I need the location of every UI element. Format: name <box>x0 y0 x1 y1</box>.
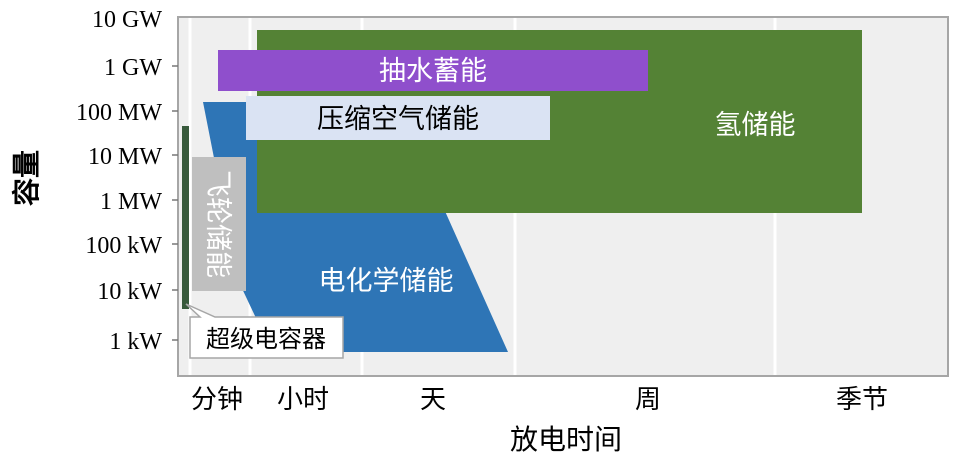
x-tick-label: 周 <box>635 385 661 415</box>
y-tick-label: 10 MW <box>88 144 162 170</box>
flywheel-label: 飞轮储能 <box>202 170 233 278</box>
y-tick-label: 1 kW <box>109 329 162 355</box>
x-axis-ticks: 分钟 小时 天 周 季节 <box>191 385 888 415</box>
y-tick-marks <box>172 65 178 341</box>
y-tick-label: 100 kW <box>85 233 162 259</box>
y-tick-label: 100 MW <box>76 100 162 126</box>
y-axis-ticks: 10 GW 1 GW 100 MW 10 MW 1 MW 100 kW 10 k… <box>76 7 162 355</box>
flywheel-region <box>192 157 246 291</box>
supercapacitor-label: 超级电容器 <box>206 325 326 353</box>
y-tick-label: 1 MW <box>100 189 162 215</box>
y-tick-label: 10 GW <box>92 7 162 33</box>
supercapacitor-bar <box>182 126 189 309</box>
compressed-air-label: 压缩空气储能 <box>317 104 479 135</box>
x-tick-label: 天 <box>420 385 446 415</box>
compressed-air-region <box>246 96 550 140</box>
x-tick-label: 小时 <box>277 385 329 415</box>
x-tick-label: 季节 <box>836 385 888 415</box>
x-tick-label: 分钟 <box>191 385 243 415</box>
hydrogen-label: 氢储能 <box>715 110 796 141</box>
y-tick-label: 10 kW <box>97 279 162 305</box>
x-axis-title: 放电时间 <box>510 423 622 456</box>
supercapacitor-callout <box>185 303 344 359</box>
y-axis-title: 容量 <box>10 150 43 206</box>
pumped-hydro-region <box>218 50 648 91</box>
y-tick-label: 1 GW <box>104 55 162 81</box>
electrochemical-label: 电化学储能 <box>319 266 454 297</box>
pumped-hydro-label: 抽水蓄能 <box>379 56 487 87</box>
